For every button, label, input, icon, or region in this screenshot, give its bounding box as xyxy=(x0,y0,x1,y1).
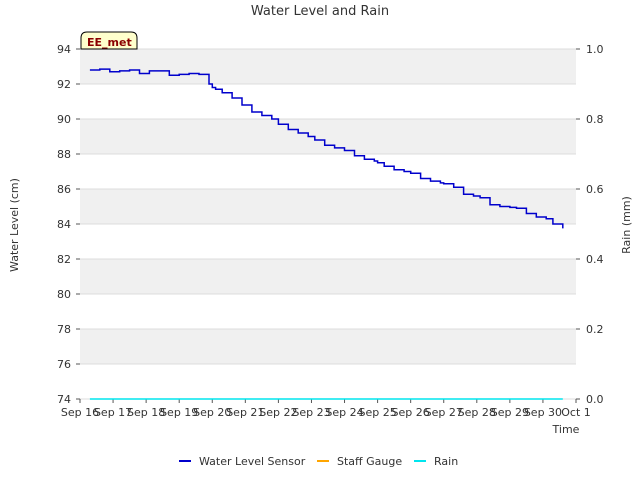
plot-band xyxy=(80,119,576,154)
y2-tick-label: 0.0 xyxy=(586,393,604,406)
y-tick-label: 80 xyxy=(57,288,71,301)
station-badge-label: EE_met xyxy=(87,36,132,49)
x-tick-label: Sep 17 xyxy=(94,406,132,419)
station-badge: EE_met xyxy=(80,31,138,50)
y-tick-label: 92 xyxy=(57,78,71,91)
x-tick-label: Sep 16 xyxy=(61,406,99,419)
y-tick-label: 78 xyxy=(57,323,71,336)
x-tick-label: Oct 1 xyxy=(561,406,591,419)
chart-title: Water Level and Rain xyxy=(251,4,389,19)
x-tick-label: Sep 30 xyxy=(524,406,562,419)
y-tick-label: 94 xyxy=(57,43,71,56)
y2-tick-label: 1.0 xyxy=(586,43,604,56)
series-lines xyxy=(89,68,564,400)
legend-label-rain: Rain xyxy=(434,455,458,468)
plot-band xyxy=(80,259,576,294)
x-axis-label: Time xyxy=(552,423,580,436)
legend-label-water-level-sensor: Water Level Sensor xyxy=(199,455,306,468)
y2-tick-label: 0.6 xyxy=(586,183,604,196)
x-tick-label: Sep 18 xyxy=(127,406,165,419)
plot-band xyxy=(80,189,576,224)
x-tick-label: Sep 25 xyxy=(358,406,396,419)
x-tick-label: Sep 21 xyxy=(226,406,264,419)
x-tick-label: Sep 27 xyxy=(425,406,463,419)
x-tick-label: Sep 23 xyxy=(292,406,330,419)
y-tick-label: 74 xyxy=(57,393,71,406)
y-axis-label: Water Level (cm) xyxy=(8,178,21,272)
y2-axis-ticks: 0.0 0.2 0.4 0.6 0.8 1.0 xyxy=(576,43,604,406)
x-tick-label: Sep 19 xyxy=(160,406,198,419)
series-line-water-level-sensor xyxy=(89,68,564,229)
y2-tick-label: 0.8 xyxy=(586,113,604,126)
y2-tick-label: 0.2 xyxy=(586,323,604,336)
x-tick-label: Sep 26 xyxy=(392,406,430,419)
y-tick-label: 84 xyxy=(57,218,71,231)
x-tick-label: Sep 28 xyxy=(458,406,496,419)
y-tick-label: 86 xyxy=(57,183,71,196)
x-tick-label: Sep 24 xyxy=(325,406,363,419)
legend: Water Level Sensor Staff Gauge Rain xyxy=(179,455,458,468)
y-tick-label: 90 xyxy=(57,113,71,126)
y-axis-ticks: 74 76 78 80 82 84 86 88 90 92 94 xyxy=(57,43,80,406)
plot-band xyxy=(80,49,576,84)
y-tick-label: 88 xyxy=(57,148,71,161)
legend-label-staff-gauge: Staff Gauge xyxy=(337,455,402,468)
y2-axis-label: Rain (mm) xyxy=(620,196,633,254)
y-tick-label: 76 xyxy=(57,358,71,371)
plot-band xyxy=(80,329,576,364)
station-badge-box xyxy=(80,31,138,50)
y2-tick-label: 0.4 xyxy=(586,253,604,266)
x-tick-label: Sep 22 xyxy=(259,406,297,419)
x-tick-label: Sep 20 xyxy=(193,406,231,419)
y-tick-label: 82 xyxy=(57,253,71,266)
x-tick-label: Sep 29 xyxy=(491,406,529,419)
